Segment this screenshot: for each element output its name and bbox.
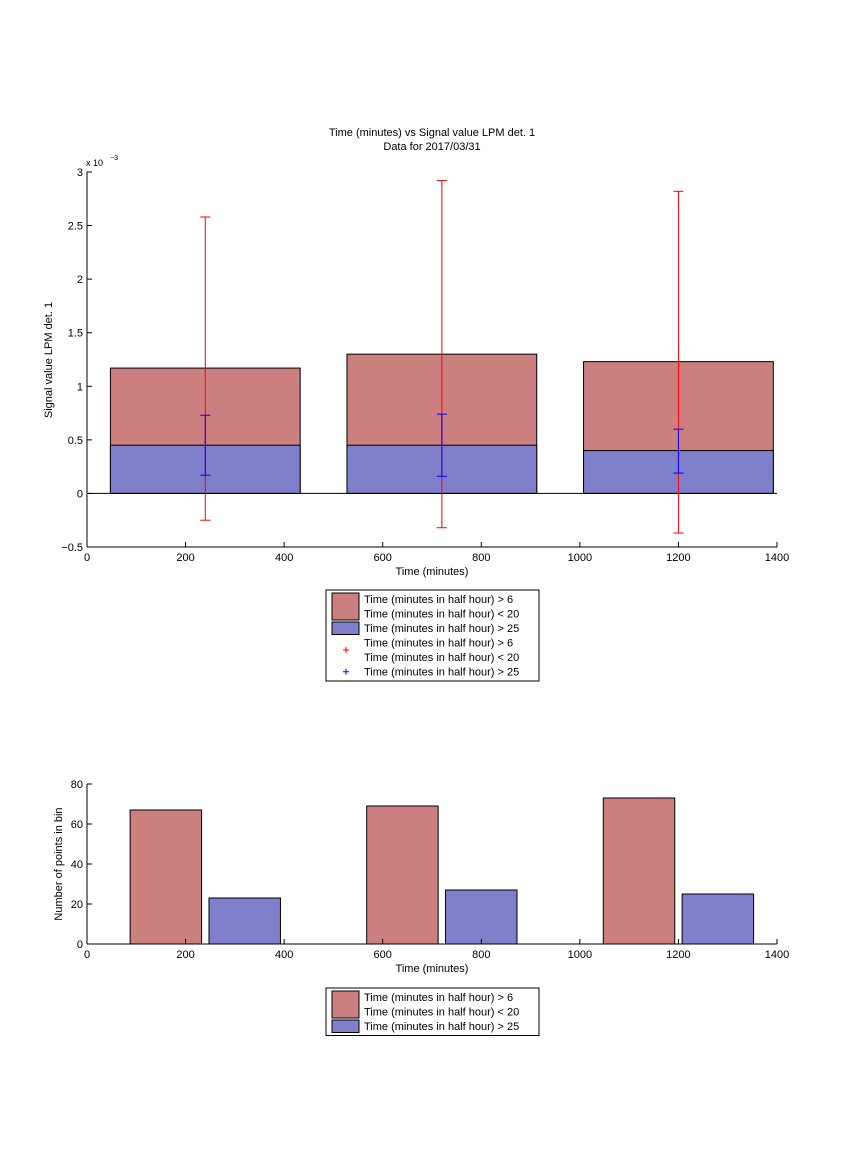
- y-tick-label: 0: [77, 488, 83, 500]
- x-tick-label: 200: [176, 949, 194, 961]
- x-tick-label: 1000: [568, 949, 592, 961]
- y-axis-label: Signal value LPM det. 1: [43, 302, 55, 418]
- legend-label: Time (minutes in half hour) < 20: [364, 609, 519, 621]
- y-tick-label: 60: [71, 819, 83, 831]
- legend-label: Time (minutes in half hour) > 6: [364, 638, 513, 650]
- bar-blue: [445, 889, 518, 945]
- signal-plot: 0 200 400 600 800 1000 1200 1400−0.500.511.522.…: [61, 167, 789, 564]
- bar-red: [129, 809, 203, 945]
- bar-red: [366, 805, 439, 945]
- errorbar-red: [673, 190, 684, 534]
- exponent-power: −3: [110, 155, 118, 162]
- legend-swatch-blue: [331, 1019, 360, 1033]
- legend-label: Time (minutes in half hour) < 20: [364, 1007, 519, 1019]
- y-tick-label: 0.5: [68, 435, 83, 447]
- x-tick-label: 1400: [765, 552, 789, 564]
- legend-box: [325, 987, 540, 1036]
- legend-marker-red: [343, 647, 349, 653]
- exponent-label: x 10 −3: [86, 155, 118, 168]
- legend-swatch-red: [331, 592, 360, 621]
- legend-label: Time (minutes in half hour) < 20: [364, 652, 519, 664]
- bar-blue: [681, 893, 755, 945]
- count-plot: 0 200 400 600 800 1000 1200 1400 0 20 40 60 80: [71, 779, 789, 961]
- y-tick-label: 80: [71, 779, 83, 791]
- y-tick-label: 20: [71, 899, 83, 911]
- legend-box: [325, 589, 540, 682]
- x-tick-label: 400: [275, 949, 293, 961]
- legend-label: Time (minutes in half hour) > 6: [364, 992, 513, 1004]
- errorbar-blue: [200, 414, 211, 476]
- y-tick-label: 3: [77, 167, 83, 179]
- y-tick-label: 0: [77, 939, 83, 951]
- y-tick-label: −0.5: [61, 542, 83, 554]
- errorbar-blue: [436, 413, 447, 477]
- legend-label: Time (minutes in half hour) > 6: [364, 594, 513, 606]
- y-axis-label: Number of points in bin: [53, 807, 65, 920]
- x-tick-label: 800: [472, 552, 490, 564]
- legend-label: Time (minutes in half hour) > 25: [364, 667, 519, 679]
- chart-subtitle: Data for 2017/03/31: [383, 141, 480, 153]
- x-tick-label: 1200: [666, 552, 690, 564]
- x-tick-label: 0: [84, 949, 90, 961]
- x-axis-label: Time (minutes): [396, 566, 469, 578]
- legend-count: Time (minutes in half hour) > 6 Time (min…: [325, 987, 540, 1036]
- x-tick-label: 1000: [568, 552, 592, 564]
- y-tick-label: 2: [77, 274, 83, 286]
- x-tick-label: 1400: [765, 949, 789, 961]
- exponent-base: x 10: [86, 158, 103, 168]
- y-tick-label: 1: [77, 381, 83, 393]
- x-tick-label: 0: [84, 552, 90, 564]
- chart-title: Time (minutes) vs Signal value LPM det. …: [329, 127, 535, 139]
- x-tick-label: 600: [374, 949, 392, 961]
- legend-signal: Time (minutes in half hour) > 6 Time (min…: [325, 589, 540, 682]
- legend-label: Time (minutes in half hour) > 25: [364, 623, 519, 635]
- x-tick-label: 600: [374, 552, 392, 564]
- y-tick-label: 1.5: [68, 328, 83, 340]
- x-axis-label: Time (minutes): [396, 963, 469, 975]
- legend-marker-blue: [343, 668, 349, 675]
- bar-blue: [208, 897, 281, 945]
- legend-swatch-red: [331, 990, 360, 1019]
- legend-swatch-blue: [331, 621, 360, 635]
- x-tick-label: 800: [472, 949, 490, 961]
- y-tick-label: 2.5: [68, 221, 83, 233]
- x-tick-label: 200: [176, 552, 194, 564]
- y-tick-label: 40: [71, 859, 83, 871]
- x-tick-label: 400: [275, 552, 293, 564]
- errorbar-blue: [673, 428, 684, 474]
- x-tick-label: 1200: [666, 949, 690, 961]
- bar-red: [602, 797, 676, 945]
- legend-label: Time (minutes in half hour) > 25: [364, 1021, 519, 1033]
